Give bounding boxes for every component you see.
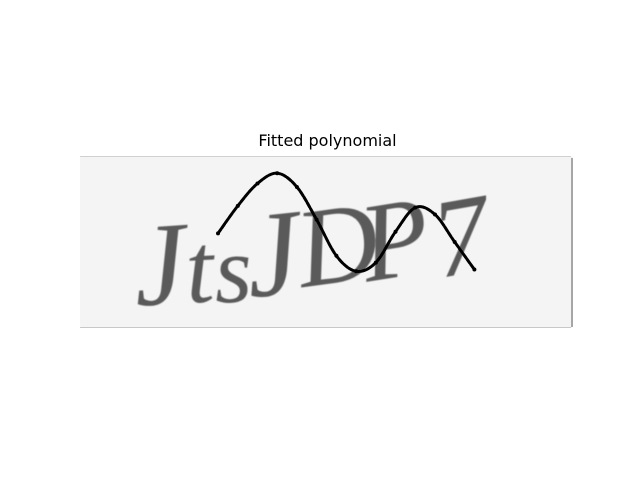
fitted-polynomial-curve — [216, 171, 476, 273]
curve-point — [373, 260, 378, 265]
plot-layer — [216, 171, 477, 274]
curve-point — [433, 212, 437, 217]
curve-point — [413, 205, 418, 210]
curve-point — [393, 229, 398, 234]
captcha-glyph-5: D — [287, 178, 386, 312]
curve-point — [472, 267, 477, 272]
curve-point — [255, 181, 260, 186]
curve-point — [334, 253, 339, 258]
curve-point — [216, 231, 220, 236]
curve-point — [354, 269, 359, 274]
captcha-image: J t s J D P 7 — [80, 156, 573, 332]
curve-point — [235, 203, 240, 208]
curve-point — [314, 217, 319, 222]
plot-title: Fitted polynomial — [258, 131, 397, 150]
curve-point — [452, 240, 457, 244]
curve-point — [275, 171, 280, 176]
curve-point — [294, 185, 299, 189]
